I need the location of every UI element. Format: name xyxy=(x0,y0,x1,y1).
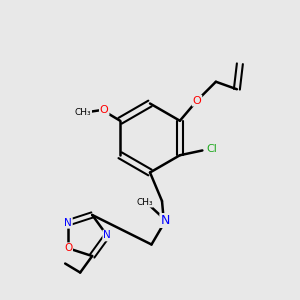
Text: O: O xyxy=(193,96,201,106)
Text: N: N xyxy=(64,218,72,228)
Text: O: O xyxy=(100,105,109,115)
Text: Cl: Cl xyxy=(206,144,218,154)
Text: CH₃: CH₃ xyxy=(136,198,153,207)
Text: N: N xyxy=(103,230,111,241)
Text: Methyl: Methyl xyxy=(84,110,89,112)
Text: N: N xyxy=(160,214,170,227)
Text: CH₃: CH₃ xyxy=(75,107,92,116)
Text: O: O xyxy=(64,243,72,253)
